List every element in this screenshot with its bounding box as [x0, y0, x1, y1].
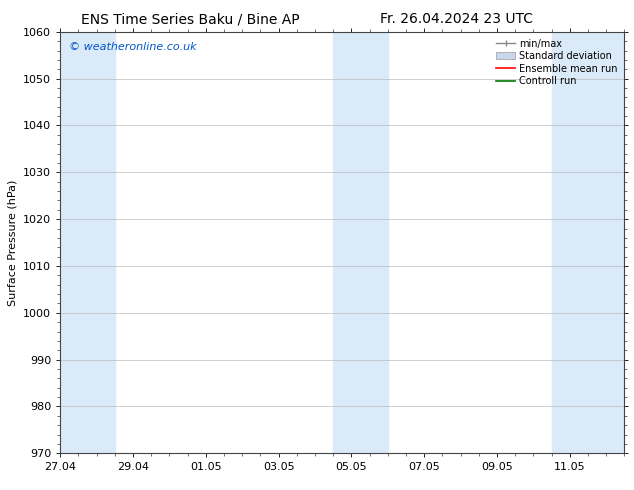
Text: ENS Time Series Baku / Bine AP: ENS Time Series Baku / Bine AP	[81, 12, 299, 26]
Text: Fr. 26.04.2024 23 UTC: Fr. 26.04.2024 23 UTC	[380, 12, 533, 26]
Text: © weatheronline.co.uk: © weatheronline.co.uk	[68, 43, 197, 52]
Bar	[60, 32, 115, 453]
Legend: min/max, Standard deviation, Ensemble mean run, Controll run: min/max, Standard deviation, Ensemble me…	[492, 35, 621, 90]
Bar	[552, 32, 624, 453]
Y-axis label: Surface Pressure (hPa): Surface Pressure (hPa)	[8, 179, 18, 306]
Bar	[333, 32, 388, 453]
